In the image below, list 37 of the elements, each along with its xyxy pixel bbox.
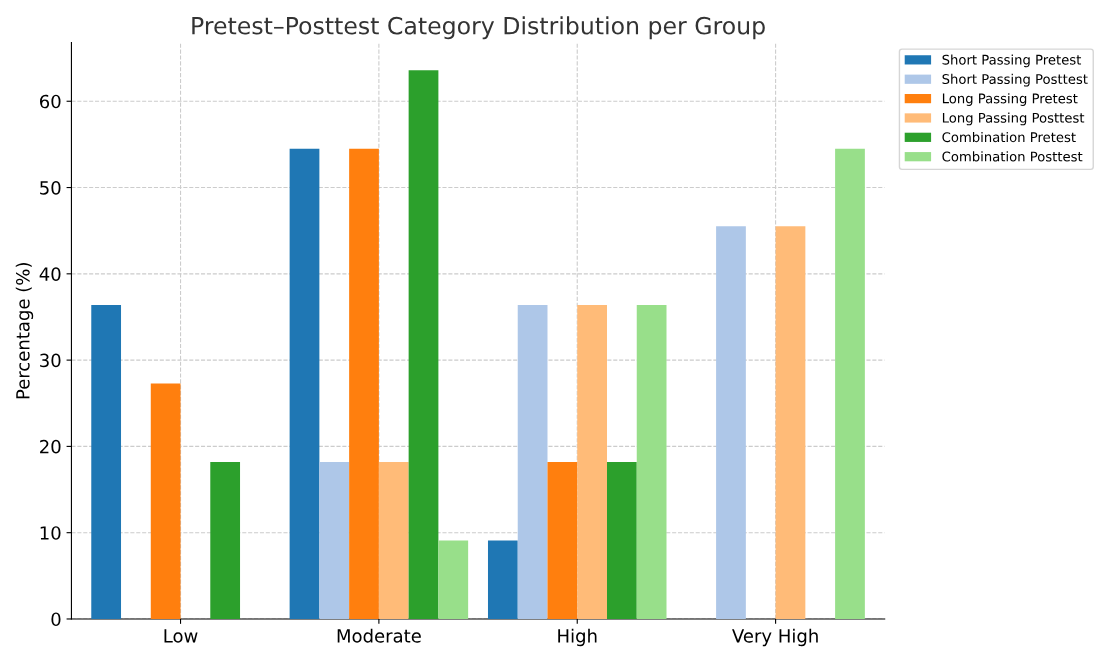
bar: [517, 304, 548, 619]
bar: [319, 461, 350, 619]
bar: [547, 461, 578, 619]
bar: [577, 304, 607, 619]
legend-label: Long Passing Pretest: [942, 93, 1078, 106]
legend-label: Short Passing Pretest: [942, 54, 1082, 68]
y-tick-label: 20: [40, 439, 61, 454]
legend-label: Combination Pretest: [942, 131, 1076, 143]
legend-label: Long Passing Posttest: [942, 112, 1085, 126]
bar: [210, 461, 241, 619]
bar: [835, 148, 865, 619]
y-tick-label: 30: [40, 353, 61, 368]
y-tick-label: 10: [40, 526, 61, 540]
bar: [408, 70, 439, 619]
y-tick-label: 60: [40, 94, 61, 109]
bar: [150, 383, 181, 619]
bar: [349, 148, 379, 619]
x-tick-label: High: [558, 628, 597, 647]
y-tick-label: 0: [51, 612, 61, 627]
bar: [487, 540, 518, 619]
x-tick-label: Moderate: [337, 628, 421, 643]
y-axis-title: Percentage (%): [15, 263, 34, 399]
bar: [91, 304, 122, 619]
y-tick-label: 40: [39, 267, 61, 281]
legend-label: Short Passing Posttest: [942, 73, 1088, 87]
bar: [289, 148, 320, 619]
bar: [607, 461, 637, 619]
chart-title: Pretest–Posttest Category Distribution per Group: [192, 16, 765, 40]
x-tick-label: Low: [164, 629, 198, 643]
bar: [636, 304, 667, 619]
x-tick-label: Very High: [732, 628, 818, 647]
bar: [775, 226, 806, 619]
legend-label: Combination Posttest: [942, 151, 1083, 162]
bar: [716, 226, 746, 619]
bar: [438, 540, 469, 619]
y-tick-label: 50: [40, 181, 61, 195]
bar: [378, 461, 409, 619]
